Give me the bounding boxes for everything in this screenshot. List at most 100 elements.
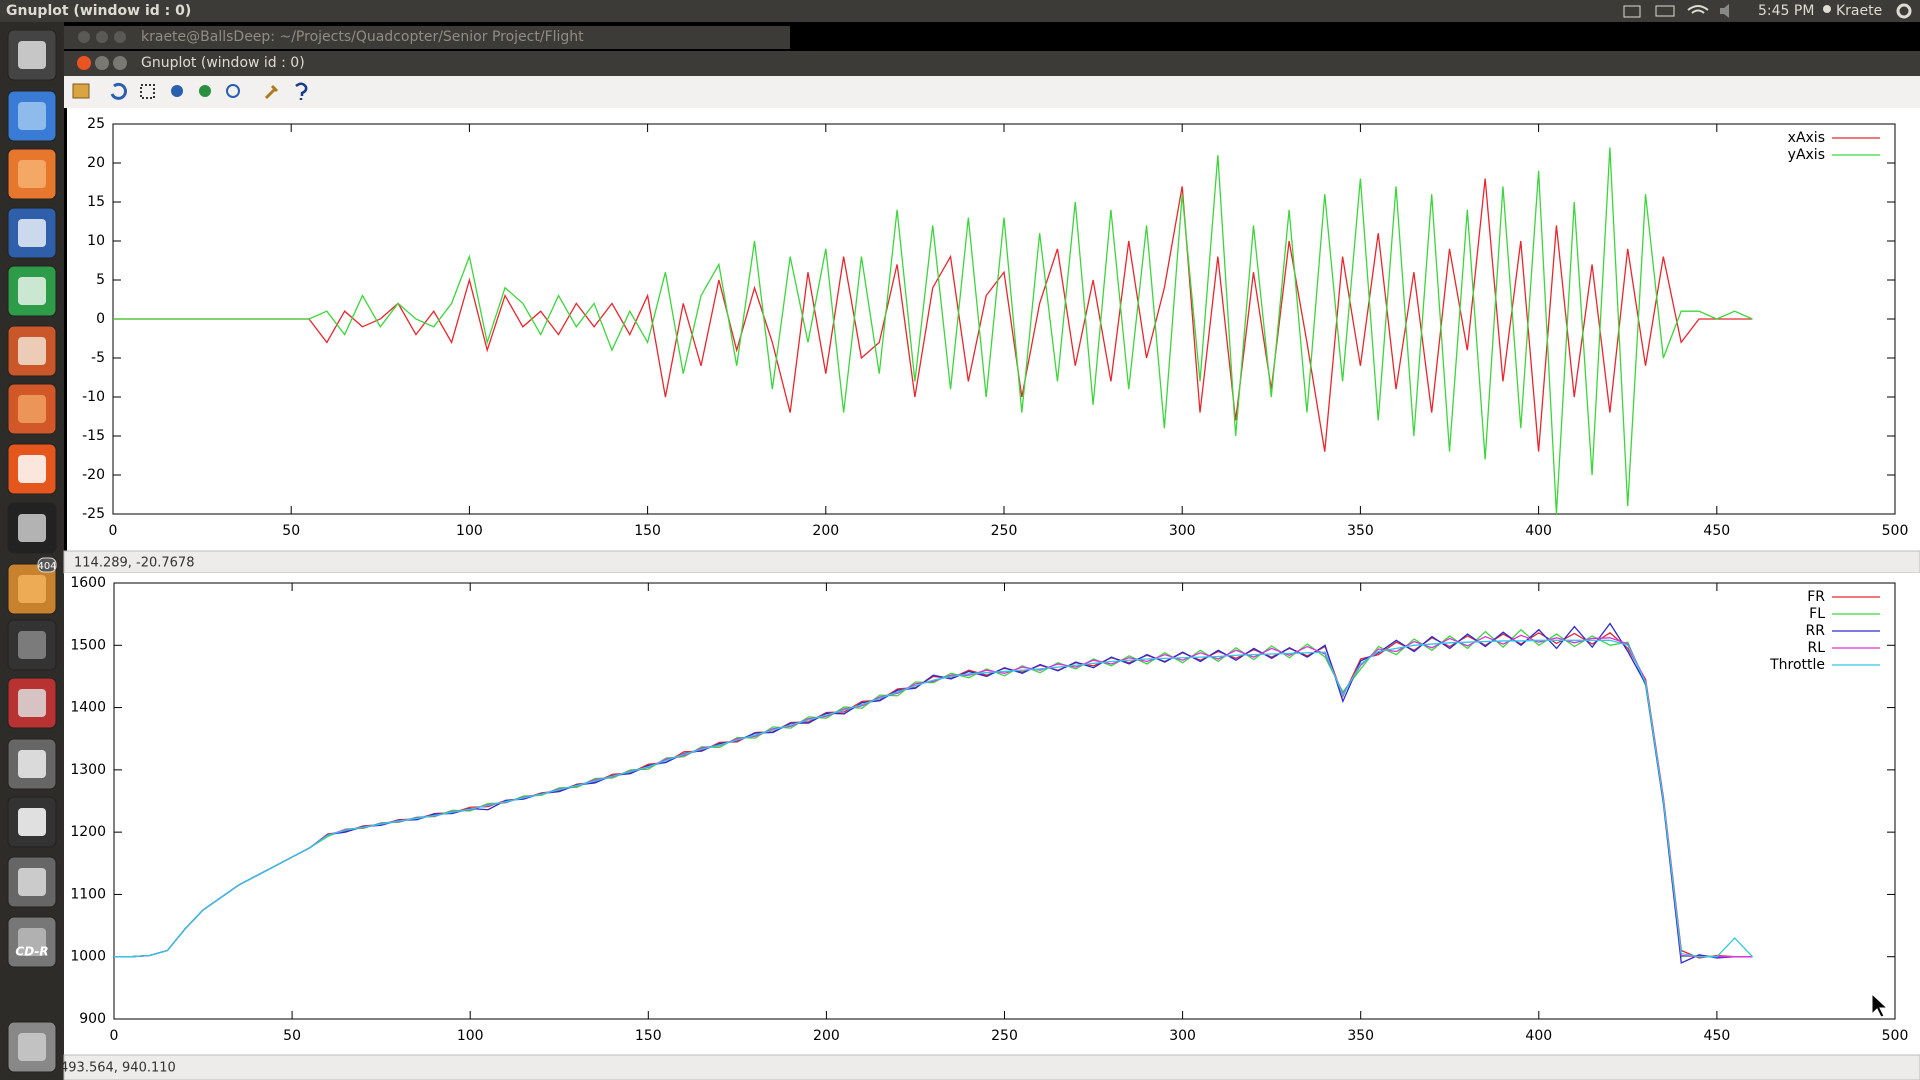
mouse-cursor <box>1871 992 1889 1018</box>
gnuplot-maximize[interactable] <box>113 56 127 70</box>
x-tick-label: 0 <box>110 1028 119 1044</box>
y-tick-label: 15 <box>87 194 105 210</box>
cd-label: CD-R <box>15 945 48 959</box>
y-tick-label: -10 <box>82 389 105 405</box>
status-bar-bottom <box>63 1054 1920 1080</box>
gnuplot-titlebar <box>64 51 1920 76</box>
gnuplot-title: Gnuplot (window id : 0) <box>141 55 305 71</box>
x-tick-label: 150 <box>634 523 661 539</box>
legend-label: Throttle <box>1769 657 1825 673</box>
x-tick-label: 200 <box>813 1028 840 1044</box>
legend-label: RL <box>1807 640 1825 656</box>
y-tick-label: 25 <box>87 116 105 132</box>
launcher-icon-glyph <box>18 219 46 247</box>
y-tick-label: -20 <box>82 467 105 483</box>
gnuplot-close[interactable] <box>77 56 91 70</box>
launcher-icon-glyph <box>18 102 46 130</box>
plot-area-bottom <box>64 573 1920 1055</box>
legend-label: yAxis <box>1788 147 1825 163</box>
clock[interactable]: 5:45 PM <box>1758 3 1814 19</box>
x-tick-label: 0 <box>109 523 118 539</box>
launcher-icon-glyph <box>18 631 46 659</box>
terminal-titlebar <box>64 26 790 49</box>
user-icon <box>1823 5 1831 13</box>
help-icon[interactable] <box>295 82 308 100</box>
launcher-icon-glyph <box>18 514 46 542</box>
x-tick-label: 250 <box>991 1028 1018 1044</box>
x-tick-label: 500 <box>1882 523 1909 539</box>
x-tick-label: 300 <box>1169 523 1196 539</box>
settings-icon[interactable] <box>1896 3 1912 19</box>
grid-icon[interactable] <box>140 84 155 99</box>
copy-icon[interactable] <box>72 83 90 99</box>
launcher-icon-glyph <box>18 750 46 778</box>
terminal-minimize[interactable] <box>96 31 108 43</box>
y-tick-label: 1500 <box>70 637 106 653</box>
y-tick-label: 20 <box>87 155 105 171</box>
gnuplot-minimize[interactable] <box>95 56 109 70</box>
chart: 0 50 100 150 200 250 300 350 400 450 500 900 1000 110… <box>70 575 1908 1044</box>
wifi-icon[interactable] <box>1687 5 1709 14</box>
x-tick-label: 250 <box>991 523 1018 539</box>
x-tick-label: 450 <box>1704 1028 1731 1044</box>
y-tick-label: 1400 <box>70 700 106 716</box>
x-tick-label: 50 <box>283 1028 301 1044</box>
x-tick-label: 350 <box>1347 523 1374 539</box>
legend-label: FR <box>1807 589 1825 605</box>
zoom-forward-icon[interactable] <box>199 85 211 97</box>
y-tick-label: -5 <box>91 350 105 366</box>
unzoom-icon[interactable] <box>226 84 240 98</box>
y-tick-label: 1200 <box>70 824 106 840</box>
series-line <box>114 639 1753 958</box>
x-tick-label: 200 <box>812 523 839 539</box>
y-tick-label: 10 <box>87 233 105 249</box>
user-name[interactable]: Kraete <box>1836 3 1882 19</box>
y-tick-label: -25 <box>82 506 105 522</box>
y-tick-label: 1100 <box>70 886 106 902</box>
series-line <box>113 178 1753 452</box>
battery-icon[interactable] <box>1655 5 1675 17</box>
y-tick-label: 5 <box>96 272 105 288</box>
y-tick-label: 900 <box>79 1011 106 1027</box>
y-tick-label: 1300 <box>70 762 106 778</box>
chart: 0 50 100 150 200 250 300 350 400 450 500-25-20-15-… <box>82 116 1908 539</box>
terminal-maximize[interactable] <box>114 31 126 43</box>
x-tick-label: 350 <box>1347 1028 1374 1044</box>
launcher-icon-glyph <box>18 337 46 365</box>
launcher-icon-glyph <box>18 575 46 603</box>
volume-icon[interactable] <box>1720 4 1729 18</box>
launcher-badge: 404 <box>37 561 56 572</box>
zoom-back-icon[interactable] <box>171 85 183 97</box>
launcher-icon-glyph <box>18 41 46 69</box>
options-icon[interactable] <box>264 84 279 100</box>
x-tick-label: 100 <box>456 523 483 539</box>
status-top: 114.289, -20.7678 <box>74 556 194 571</box>
launcher-icon-glyph <box>18 455 46 483</box>
toolbar <box>64 76 1920 108</box>
x-tick-label: 400 <box>1525 523 1552 539</box>
x-tick-label: 300 <box>1169 1028 1196 1044</box>
mail-icon[interactable] <box>1623 5 1641 18</box>
status-bar-top <box>63 550 1920 574</box>
y-tick-label: 1600 <box>70 575 106 591</box>
series-line <box>113 147 1753 515</box>
y-tick-label: 0 <box>96 311 105 327</box>
launcher-icon-glyph <box>18 689 46 717</box>
launcher-icon-glyph <box>18 808 46 836</box>
x-tick-label: 450 <box>1703 523 1730 539</box>
launcher-icon-glyph <box>18 160 46 188</box>
terminal-title: kraete@BallsDeep: ~/Projects/Quadcopter/… <box>141 29 584 45</box>
x-tick-label: 500 <box>1882 1028 1909 1044</box>
active-window-title: Gnuplot (window id : 0) <box>6 3 191 19</box>
x-tick-label: 400 <box>1525 1028 1552 1044</box>
terminal-close[interactable] <box>78 31 90 43</box>
launcher-icon-glyph <box>18 395 46 423</box>
replot-icon[interactable] <box>110 82 127 100</box>
status-bottom: 493.564, 940.110 <box>60 1061 176 1076</box>
launcher-icons <box>7 29 57 1073</box>
legend-label: RR <box>1806 623 1826 639</box>
launcher-icon-glyph <box>18 868 46 896</box>
y-tick-label: -15 <box>82 428 105 444</box>
